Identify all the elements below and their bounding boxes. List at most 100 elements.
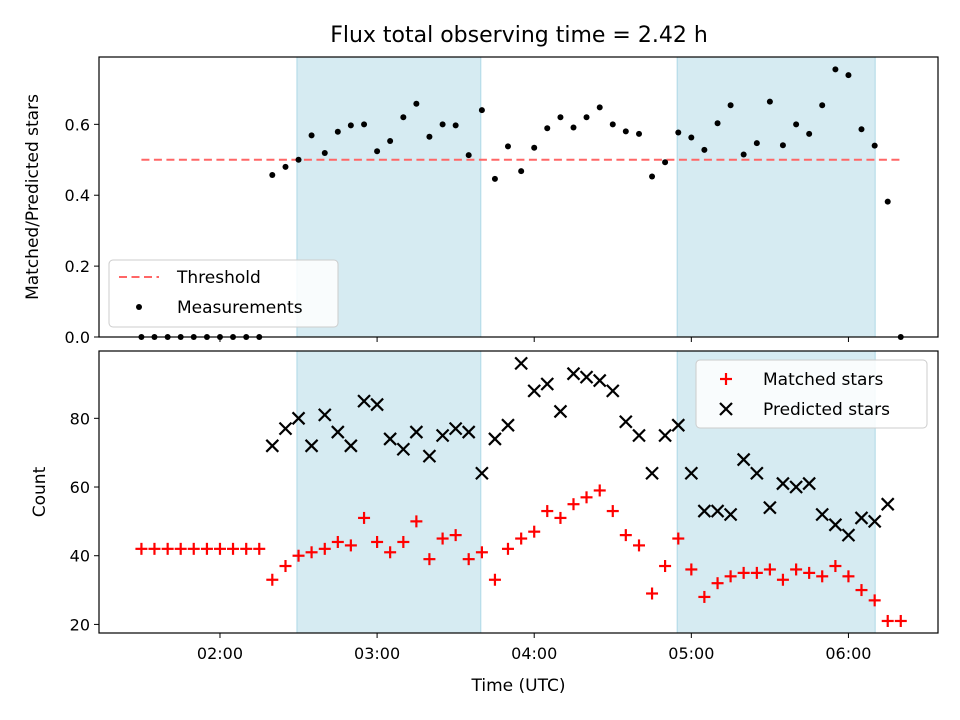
predicted-star-point	[553, 404, 568, 419]
measurement-point	[766, 98, 773, 105]
measurement-point	[478, 107, 485, 114]
measurement-point	[845, 72, 852, 79]
matched-star-point	[528, 525, 541, 538]
matched-star-point	[842, 570, 855, 583]
cross-b	[828, 518, 843, 532]
cross-b	[383, 432, 397, 446]
matched-star-point	[331, 535, 344, 548]
measurement-point	[387, 138, 394, 144]
predicted-stars-points	[265, 356, 895, 542]
measurement-point	[413, 100, 420, 107]
matched-star-point	[567, 498, 580, 511]
observing-spans-top	[296, 56, 876, 338]
cross-b	[396, 442, 411, 457]
matched-star-point	[488, 573, 501, 586]
predicted-star-point	[331, 425, 345, 439]
matched-star-point	[279, 560, 292, 573]
matched-star-point	[174, 542, 187, 555]
matched-star-point	[410, 515, 423, 528]
measurement-point	[779, 142, 786, 149]
cross-b	[776, 476, 790, 491]
measurement-point	[871, 142, 878, 149]
matched-star-point	[305, 546, 318, 559]
matched-star-point	[868, 594, 881, 607]
predicted-star-point	[514, 356, 528, 371]
matched-star-point	[776, 573, 789, 586]
matched-star-point	[213, 542, 226, 555]
predicted-star-point	[265, 439, 280, 453]
cross-b	[317, 408, 332, 422]
matched-star-point	[240, 542, 253, 555]
measurement-point	[282, 163, 289, 170]
cross-b	[763, 500, 777, 515]
cross-b	[304, 439, 319, 453]
cross-b	[658, 428, 672, 443]
measurement-point	[596, 104, 603, 111]
ratio-panel: 0.0 0.2 0.4 0.6 Matched/Predicted stars Thr…	[23, 56, 939, 347]
legend-measurements-label: Measurements	[177, 298, 303, 318]
measurement-point	[452, 122, 459, 129]
legend-measurements-swatch	[136, 304, 142, 310]
cross-b	[723, 507, 738, 522]
matched-star-point	[698, 590, 711, 603]
predicted-star-point	[619, 414, 633, 429]
matched-star-point	[790, 563, 803, 576]
measurement-point	[649, 173, 656, 180]
cross-b	[632, 428, 646, 443]
measurement-point	[269, 172, 276, 179]
count-y-tick-label: 80	[70, 409, 90, 428]
measurement-point	[662, 159, 669, 166]
predicted-star-point	[566, 366, 581, 381]
measurement-point	[832, 66, 839, 73]
predicted-star-point	[435, 428, 450, 443]
predicted-star-point	[867, 514, 882, 529]
matched-star-point	[803, 566, 816, 579]
measurement-point	[570, 124, 577, 131]
matched-star-point	[659, 560, 672, 573]
cross-b	[880, 497, 895, 511]
cross-b	[566, 366, 581, 381]
matched-star-point	[358, 511, 371, 524]
predicted-star-point	[540, 377, 555, 391]
measurement-point	[793, 121, 800, 128]
cross-b	[736, 452, 751, 467]
count-legend: Matched stars Predicted stars	[695, 359, 928, 429]
predicted-star-point	[475, 466, 489, 481]
predicted-star-point	[841, 528, 856, 542]
matched-star-point	[515, 532, 528, 545]
time-x-tick-label: 02:00	[197, 644, 243, 663]
measurement-point	[622, 128, 629, 135]
measurement-point	[701, 146, 708, 153]
predicted-star-point	[815, 507, 829, 522]
predicted-star-point	[658, 428, 672, 443]
matched-star-point	[711, 577, 724, 590]
measurement-point	[504, 143, 511, 150]
predicted-star-point	[461, 425, 476, 439]
matched-star-point	[292, 549, 305, 562]
ratio-panel-frame	[98, 56, 939, 338]
predicted-star-point	[501, 418, 515, 432]
time-x-tick-label: 06:00	[825, 644, 871, 663]
cross-b	[854, 511, 869, 525]
measurement-point	[884, 198, 891, 205]
cross-b	[867, 514, 882, 529]
ratio-y-tick-label: 0.2	[65, 257, 90, 276]
legend-threshold-label: Threshold	[176, 268, 261, 288]
measurement-point	[400, 114, 407, 121]
matched-star-point	[554, 511, 567, 524]
time-x-tick-label: 03:00	[354, 644, 400, 663]
matched-star-point	[881, 614, 894, 627]
cross-b	[802, 476, 816, 491]
measurement-point	[347, 122, 354, 129]
predicted-star-point	[750, 466, 764, 481]
cross-b	[710, 504, 725, 518]
chart-title: Flux total observing time = 2.42 h	[330, 23, 708, 48]
matched-star-point	[606, 505, 619, 518]
measurement-point	[557, 114, 564, 121]
count-y-label: Count	[30, 466, 50, 517]
matched-star-point	[829, 560, 842, 573]
measurement-point	[714, 120, 721, 127]
matched-star-point	[187, 542, 200, 555]
predicted-star-point	[697, 504, 712, 518]
predicted-star-point	[344, 439, 358, 453]
